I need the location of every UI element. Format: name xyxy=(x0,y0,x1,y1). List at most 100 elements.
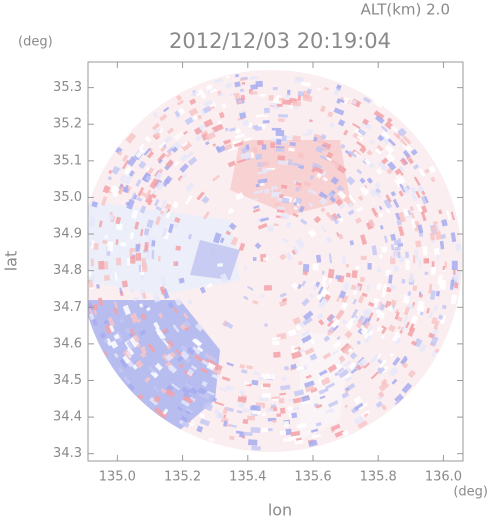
speckle xyxy=(395,173,406,185)
speckle xyxy=(182,395,194,404)
speckle xyxy=(251,445,261,451)
speckle xyxy=(152,293,161,303)
speckle xyxy=(394,246,401,251)
speckle xyxy=(319,196,328,206)
speckle xyxy=(122,159,130,170)
speckle xyxy=(121,186,130,194)
speckle xyxy=(144,242,149,252)
speckle xyxy=(285,94,290,99)
speckle xyxy=(356,134,364,142)
speckle xyxy=(343,282,350,291)
speckle xyxy=(403,315,409,323)
speckle xyxy=(303,180,312,188)
speckle xyxy=(302,310,314,321)
speckle xyxy=(291,100,302,107)
speckle xyxy=(274,203,282,207)
speckle xyxy=(435,223,440,233)
speckle xyxy=(201,359,210,367)
speckle xyxy=(440,233,446,240)
speckle xyxy=(356,206,364,213)
speckle xyxy=(273,223,279,227)
speckle xyxy=(140,351,147,359)
speckle xyxy=(350,368,358,374)
speckle xyxy=(380,125,389,133)
speckle xyxy=(336,184,345,193)
speckle xyxy=(375,401,383,409)
speckle xyxy=(293,389,305,397)
speckle xyxy=(374,115,385,124)
speckle xyxy=(283,420,290,427)
speckle xyxy=(323,86,329,91)
speckle xyxy=(175,349,182,356)
speckle xyxy=(237,99,243,104)
speckle xyxy=(208,437,215,442)
speckle xyxy=(250,91,258,95)
speckle xyxy=(430,176,436,183)
speckle xyxy=(401,382,413,394)
speckle xyxy=(104,261,109,270)
speckle xyxy=(360,327,369,336)
speckle xyxy=(93,243,99,250)
speckle xyxy=(140,191,147,198)
speckle xyxy=(104,234,109,239)
speckle xyxy=(434,348,440,354)
speckle xyxy=(164,175,173,185)
speckle xyxy=(155,181,165,191)
speckle xyxy=(129,232,135,240)
x-tick-label: 135.4 xyxy=(229,470,266,485)
speckle xyxy=(272,420,277,423)
speckle xyxy=(398,190,404,197)
speckle xyxy=(167,301,175,309)
speckle xyxy=(136,196,143,202)
speckle xyxy=(104,324,113,335)
speckle xyxy=(263,188,270,194)
speckle xyxy=(258,376,264,381)
speckle xyxy=(371,245,378,256)
speckle xyxy=(112,187,121,198)
speckle xyxy=(157,158,163,164)
speckle xyxy=(334,309,345,321)
speckle xyxy=(390,125,399,133)
speckle xyxy=(380,134,391,145)
speckle xyxy=(189,98,197,105)
speckle xyxy=(313,133,325,142)
speckle xyxy=(289,105,293,109)
speckle xyxy=(249,75,258,80)
speckle xyxy=(378,359,387,369)
speckle xyxy=(396,316,403,322)
speckle xyxy=(332,340,342,349)
speckle xyxy=(296,283,302,290)
speckle xyxy=(281,237,289,244)
speckle xyxy=(227,160,236,168)
speckle xyxy=(428,283,433,294)
speckle xyxy=(188,107,199,117)
speckle xyxy=(120,242,127,247)
speckle xyxy=(111,165,120,175)
speckle xyxy=(347,209,355,216)
speckle xyxy=(152,386,160,393)
speckle xyxy=(391,331,402,343)
speckle xyxy=(221,103,227,109)
speckle xyxy=(90,258,94,267)
speckle xyxy=(397,211,406,223)
speckle xyxy=(308,228,317,238)
chart-title: 2012/12/03 20:19:04 xyxy=(169,29,391,53)
speckle xyxy=(162,144,167,148)
y-tick-label: 34.4 xyxy=(53,410,82,425)
speckle xyxy=(280,213,290,220)
speckle xyxy=(339,101,345,106)
speckle xyxy=(341,255,346,264)
speckle xyxy=(179,154,188,162)
speckle xyxy=(225,385,234,392)
speckle xyxy=(348,362,357,370)
speckle xyxy=(373,100,383,109)
speckle xyxy=(201,380,208,387)
speckle xyxy=(323,335,331,343)
speckle xyxy=(376,282,383,291)
speckle xyxy=(129,312,140,324)
speckle xyxy=(313,166,324,175)
speckle xyxy=(431,266,436,275)
speckle xyxy=(225,75,230,79)
speckle xyxy=(292,135,302,142)
